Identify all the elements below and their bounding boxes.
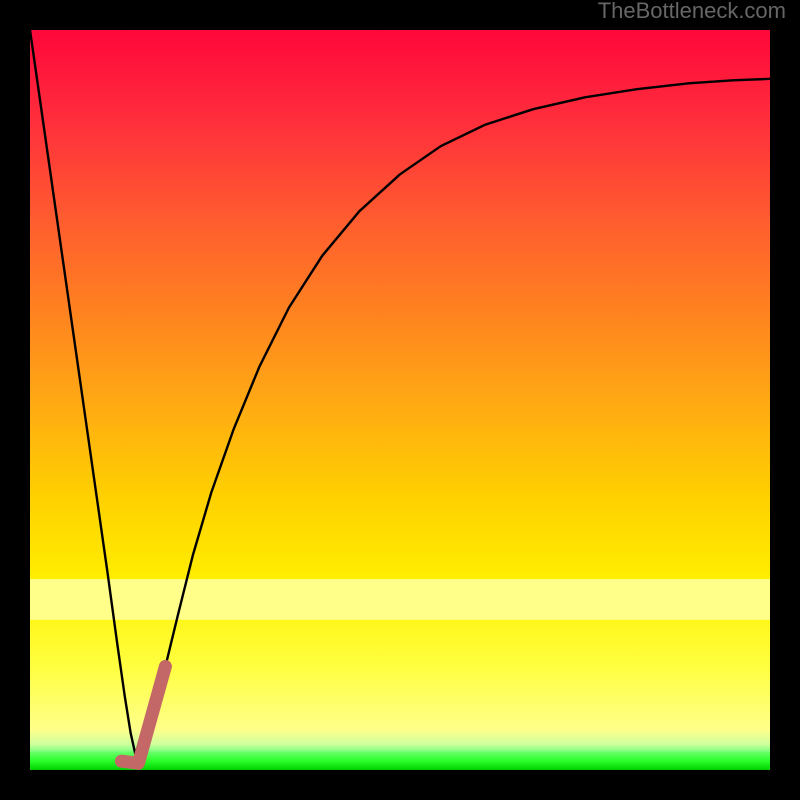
chart-yellow-bar: [30, 579, 770, 620]
bottleneck-chart: [0, 0, 800, 800]
chart-container: TheBottleneck.com: [0, 0, 800, 800]
chart-gradient-background: [30, 30, 770, 770]
